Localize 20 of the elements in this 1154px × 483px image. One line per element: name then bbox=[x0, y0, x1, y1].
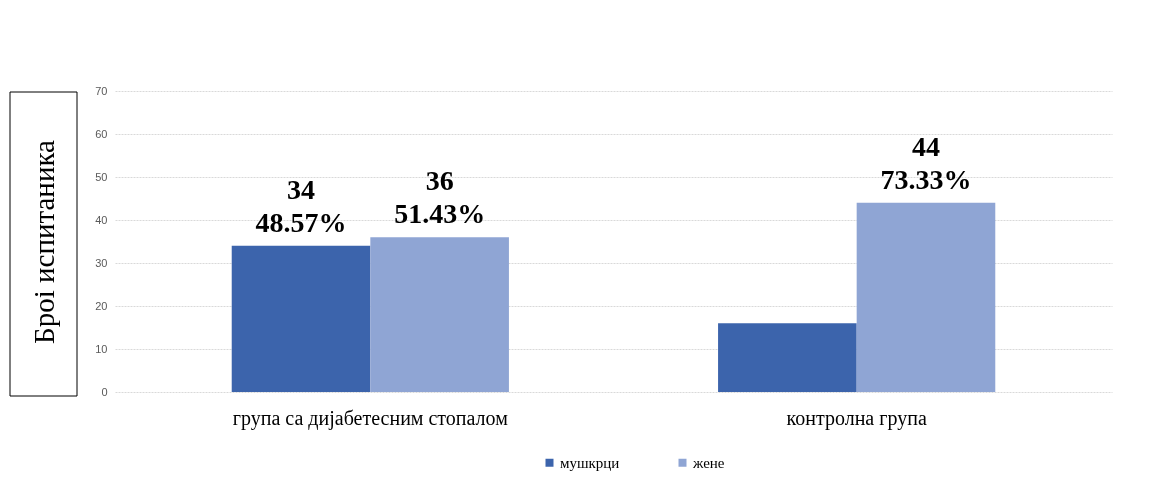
x-tick-label: контролна група bbox=[786, 406, 927, 430]
bar bbox=[370, 237, 509, 392]
y-tick-label: 60 bbox=[95, 127, 108, 140]
y-tick-label: 0 bbox=[101, 385, 108, 398]
bar bbox=[231, 245, 371, 392]
bar bbox=[856, 202, 996, 392]
x-tick-label: група са дијабетесним стопалом bbox=[232, 406, 509, 430]
y-tick-label: 70 bbox=[95, 84, 108, 97]
y-tick-label: 30 bbox=[95, 256, 108, 269]
y-tick-label: 10 bbox=[95, 342, 108, 355]
data-label: 44 73.33% bbox=[880, 130, 972, 195]
legend-label: мушкрци bbox=[560, 454, 620, 471]
y-tick-label: 40 bbox=[95, 213, 108, 226]
y-tick-label: 50 bbox=[95, 170, 108, 183]
y-tick-label: 20 bbox=[95, 299, 108, 312]
data-label: 36 51.43% bbox=[394, 165, 486, 230]
data-label: 34 48.57% bbox=[255, 173, 347, 238]
bar bbox=[718, 323, 857, 392]
y-axis-title: Броі испитаника bbox=[27, 139, 60, 344]
legend-label: жене bbox=[692, 454, 725, 471]
